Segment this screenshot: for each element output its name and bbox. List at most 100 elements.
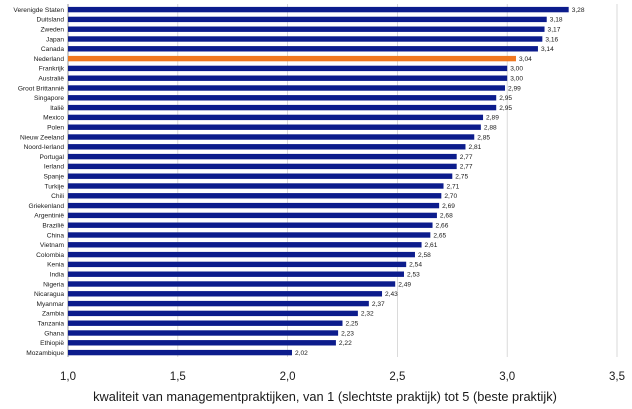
gridlines (67, 4, 618, 357)
value-label: 3,28 (572, 7, 585, 14)
value-label: 2,95 (499, 95, 512, 102)
x-tick-label: 2,0 (280, 371, 296, 383)
category-label: Nieuw Zeeland (20, 134, 64, 141)
bars (68, 6, 569, 356)
category-label: Tanzania (38, 321, 65, 328)
bar (68, 104, 497, 111)
value-label: 3,00 (510, 76, 523, 83)
category-label: Zweden (41, 27, 65, 34)
category-label: Verenigde Staten (13, 7, 64, 14)
value-label: 2,37 (372, 301, 385, 308)
category-label: Noord-Ierland (24, 144, 65, 151)
category-label: Turkije (44, 183, 64, 190)
category-label: Chili (51, 193, 64, 200)
value-label: 2,77 (460, 164, 473, 171)
value-label: 2,85 (477, 134, 490, 141)
bar (68, 310, 358, 317)
value-label: 2,88 (484, 125, 497, 132)
category-label: Groot Brittannië (18, 85, 65, 92)
category-label: Kenia (47, 262, 64, 269)
value-label: 2,43 (385, 291, 398, 298)
bar (68, 281, 396, 287)
value-label: 2,22 (339, 340, 352, 347)
category-label: Ierland (44, 164, 64, 171)
category-label: Myanmar (37, 301, 65, 308)
category-label: Argentinië (34, 213, 64, 220)
value-label: 3,17 (548, 27, 561, 34)
bar (68, 26, 545, 32)
value-label: 2,77 (460, 154, 473, 161)
value-label: 3,18 (550, 17, 563, 24)
x-axis-ticks: 1,0 1,5 2,0 2,5 3,0 3,5 (60, 371, 625, 383)
category-label: Canada (41, 46, 64, 53)
bar (68, 271, 404, 277)
x-tick-label: 2,5 (389, 371, 405, 383)
category-label: Nigeria (43, 281, 64, 288)
category-label: Australië (38, 76, 64, 83)
bar (68, 212, 437, 219)
value-label: 3,00 (510, 66, 523, 73)
value-labels: 3,28 3,18 3,17 3,16 3,14 3,04 3,00 3,00 2,99 2,95… (295, 7, 585, 357)
bar (68, 114, 484, 121)
x-tick-label: 1,0 (60, 371, 76, 383)
bar (68, 124, 481, 130)
bar (68, 95, 497, 101)
x-tick-label: 1,5 (170, 371, 186, 383)
bar (68, 340, 336, 346)
category-label: Nederland (34, 56, 65, 63)
category-label: Colombia (36, 252, 64, 259)
bar (68, 153, 457, 160)
category-label: Duitsland (37, 17, 65, 24)
x-tick-label: 3,5 (609, 371, 625, 383)
bar (68, 261, 407, 268)
value-label: 2,25 (346, 321, 359, 328)
value-label: 2,53 (407, 272, 420, 279)
bar (68, 320, 343, 326)
value-label: 2,71 (447, 183, 460, 190)
category-label: Italië (50, 105, 64, 112)
bar (68, 75, 508, 81)
category-label: Portugal (39, 154, 64, 161)
value-label: 2,69 (442, 203, 455, 210)
category-label: Singapore (34, 95, 64, 102)
category-label: Nicaragua (34, 291, 64, 298)
bar (68, 183, 444, 189)
bar (68, 300, 369, 307)
value-label: 3,16 (545, 36, 558, 43)
value-label: 2,23 (341, 330, 354, 337)
value-label: 2,66 (436, 223, 449, 230)
category-label: Griekenland (28, 203, 64, 210)
value-label: 2,58 (418, 252, 431, 259)
bar (68, 163, 457, 170)
category-label: Ethiopië (40, 340, 64, 347)
x-tick-label: 3,0 (499, 371, 515, 383)
value-label: 2,75 (455, 174, 468, 181)
value-label: 2,61 (425, 242, 438, 249)
bar (68, 36, 543, 42)
value-label: 2,32 (361, 311, 374, 318)
value-label: 2,65 (433, 232, 446, 239)
bar (68, 193, 442, 199)
value-label: 2,68 (440, 213, 453, 220)
value-label: 2,99 (508, 85, 521, 92)
category-label: Vietnam (40, 242, 65, 249)
value-label: 2,89 (486, 115, 499, 122)
bar (68, 85, 506, 91)
category-label: India (50, 272, 65, 279)
bar (68, 232, 431, 238)
category-label: Brazilië (42, 223, 64, 230)
bar (68, 6, 569, 13)
bar (68, 134, 475, 140)
bar (68, 55, 516, 62)
bar (68, 202, 440, 209)
x-axis-title: kwaliteit van managementpraktijken, van … (93, 389, 557, 404)
category-labels: Verenigde Staten Duitsland Zweden Japan Cana… (13, 7, 64, 357)
bar (68, 330, 339, 336)
category-label: Mexico (43, 115, 64, 122)
value-label: 2,54 (409, 262, 422, 269)
value-label: 3,14 (541, 46, 554, 53)
value-label: 2,81 (468, 144, 481, 151)
bar (68, 144, 466, 150)
bar (68, 251, 415, 258)
